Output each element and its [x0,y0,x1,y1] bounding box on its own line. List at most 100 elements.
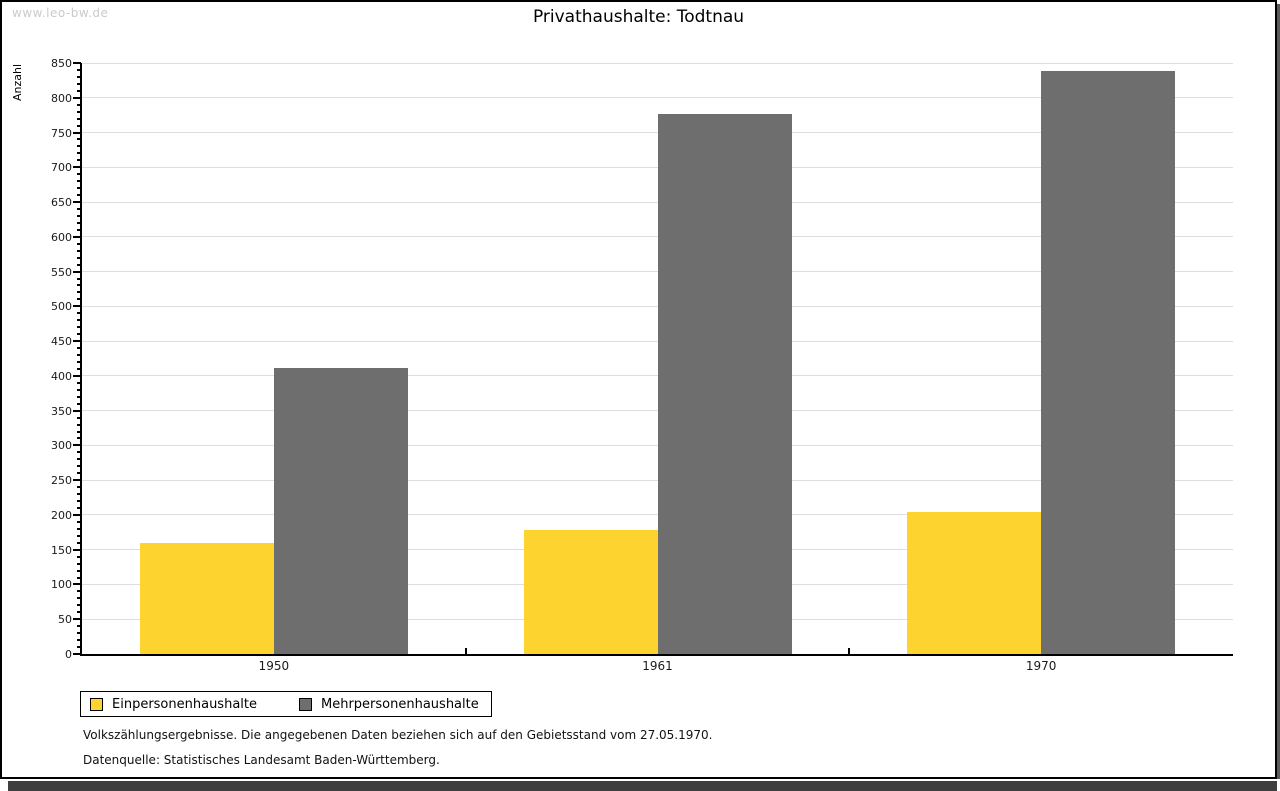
y-major-tick [73,62,81,64]
y-major-tick [73,479,81,482]
y-tick-label: 50 [58,613,72,627]
y-minor-tick [77,451,81,454]
y-minor-tick [77,430,81,433]
y-major-tick [73,235,81,238]
y-minor-tick [77,173,81,176]
y-major-tick [73,653,81,655]
y-minor-tick [77,423,81,426]
bar-1970-mehrpersonenhaushalte [1041,71,1176,654]
y-minor-tick [77,465,81,468]
y-minor-tick [77,347,81,350]
footnote-source-note: Volkszählungsergebnisse. Die angegebenen… [83,728,713,742]
y-minor-tick [77,611,81,614]
y-minor-tick [77,360,81,363]
y-major-tick [73,409,81,412]
legend-item: Einpersonenhaushalte [90,697,257,712]
gridline [82,97,1233,99]
y-minor-tick [77,242,81,245]
y-major-tick [73,201,81,204]
y-tick-label: 850 [51,57,72,70]
y-minor-tick [77,291,81,294]
legend-swatch-einpersonenhaushalte [90,697,103,711]
y-axis-title: Anzahl [11,63,24,101]
y-minor-tick [77,138,81,141]
y-minor-tick [77,625,81,628]
y-minor-tick [77,597,81,600]
bar-1961-mehrpersonenhaushalte [657,113,792,654]
y-tick-label: 700 [51,161,72,175]
y-major-tick [73,305,81,308]
y-tick-label: 550 [51,265,72,279]
y-minor-tick [77,590,81,593]
y-axis-line [80,63,82,656]
y-minor-tick [77,75,81,78]
frame-shadow-bottom [8,781,1277,791]
y-minor-tick [77,221,81,224]
y-major-tick [73,131,81,134]
y-major-tick [73,583,81,586]
y-minor-tick [77,472,81,475]
y-minor-tick [77,458,81,461]
y-minor-tick [77,110,81,113]
y-minor-tick [77,639,81,642]
y-minor-tick [77,284,81,287]
bar-1961-einpersonenhaushalte [523,530,658,654]
y-major-tick [73,270,81,273]
bar-1950-einpersonenhaushalte [139,542,274,654]
y-minor-tick [77,388,81,391]
bar-1970-einpersonenhaushalte [907,512,1042,654]
y-tick-label: 400 [51,369,72,383]
y-minor-tick [77,312,81,315]
x-boundary-tick [464,648,467,654]
frame-shadow-right [1277,4,1280,779]
y-tick-label: 500 [51,300,72,314]
y-minor-tick [77,89,81,92]
y-minor-tick [77,326,81,329]
x-tick-label: 1961 [642,659,673,673]
y-minor-tick [77,416,81,419]
y-tick-label: 300 [51,439,72,453]
y-minor-tick [77,277,81,280]
legend-label: Mehrpersonenhaushalte [321,696,479,712]
legend-swatch-mehrpersonenhaushalte [299,697,312,711]
y-minor-tick [77,381,81,384]
y-minor-tick [77,214,81,217]
y-tick-label: 0 [65,648,72,661]
bar-1950-mehrpersonenhaushalte [273,368,408,654]
y-tick-label: 600 [51,230,72,244]
y-minor-tick [77,208,81,210]
y-minor-tick [77,319,81,322]
y-minor-tick [77,395,81,398]
y-minor-tick [77,367,81,370]
y-major-tick [73,548,81,551]
watermark: www.leo-bw.de [12,6,109,20]
y-major-tick [73,513,81,516]
y-tick-label: 250 [51,474,72,488]
y-minor-tick [77,103,81,106]
y-major-tick [73,340,81,343]
y-minor-tick [77,159,81,162]
y-minor-tick [77,500,81,503]
x-boundary-tick [848,648,851,654]
y-tick-label: 150 [51,543,72,557]
y-minor-tick [77,562,81,565]
y-tick-label: 750 [51,126,72,140]
y-minor-tick [77,180,81,183]
y-tick-label: 800 [51,91,72,105]
y-minor-tick [77,354,81,357]
x-tick-label: 1970 [1025,659,1057,673]
y-minor-tick [77,249,81,252]
y-minor-tick [77,437,81,440]
y-minor-tick [77,82,81,85]
y-minor-tick [77,646,81,649]
y-minor-tick [77,187,81,190]
y-minor-tick [77,534,81,537]
legend-label: Einpersonenhaushalte [112,696,257,712]
y-major-tick [73,96,81,99]
x-tick-label: 1950 [258,659,290,673]
y-minor-tick [77,506,81,509]
legend: Einpersonenhaushalte Mehrpersonenhaushal… [80,691,492,717]
y-minor-tick [77,555,81,558]
